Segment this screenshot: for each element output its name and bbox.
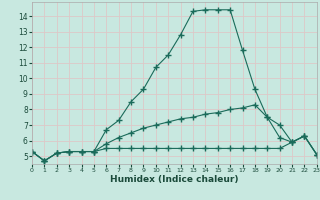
X-axis label: Humidex (Indice chaleur): Humidex (Indice chaleur) (110, 175, 239, 184)
